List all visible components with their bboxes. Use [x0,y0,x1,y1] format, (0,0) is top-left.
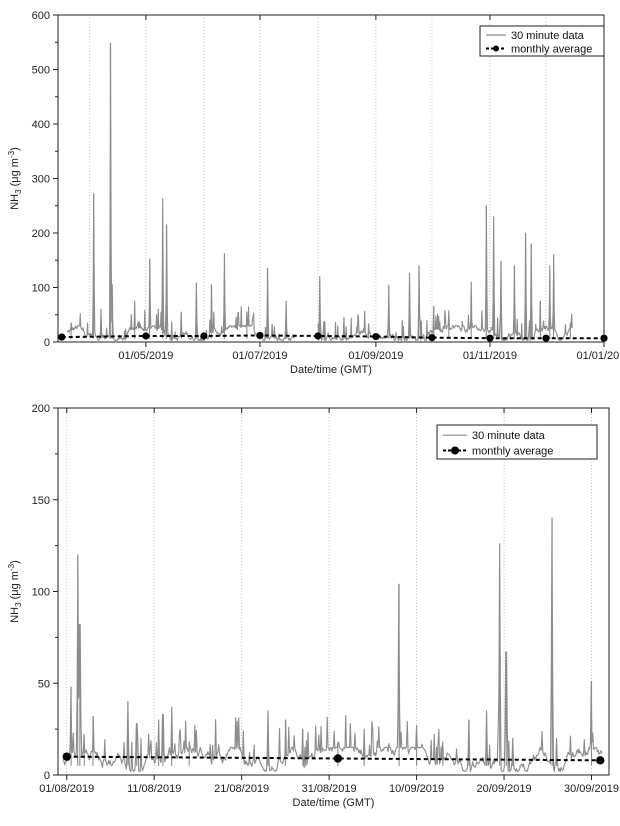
monthly-average-point [62,752,71,761]
series-30min-line [62,517,603,772]
y-tick-label: 200 [32,403,50,415]
series-monthly-average-line [66,755,601,762]
x-tick-label: 01/08/2019 [39,783,94,795]
legend-label-monthly: monthly average [472,446,553,458]
y-axis-label-part: 3 [14,602,23,607]
y-axis-label-part: (μg m [9,158,21,189]
series-30min-line [66,42,573,341]
y-axis-label-part: -3 [7,563,16,571]
y-axis-label-part: (μg m [9,571,21,602]
x-tick-label: 01/01/2020 [576,350,620,362]
legend-box [436,424,598,460]
y-tick-label: 400 [32,119,50,131]
legend: 30 minute data monthly average [436,424,598,460]
legend-label-monthly: monthly average [511,44,592,56]
monthly-average-point [58,333,66,341]
monthly-average-point [333,754,343,763]
y-axis-label-part: NH [9,194,21,210]
x-tick-label: 01/07/2019 [232,350,287,362]
x-tick-label: 21/08/2019 [214,783,269,795]
y-tick-label: 50 [38,678,50,690]
legend-marker-monthly [451,446,459,455]
x-tick-label: 01/11/2019 [463,350,517,362]
legend-box [479,25,605,57]
y-tick-label: 0 [44,770,50,782]
y-axis-label-part: NH [9,607,21,623]
y-tick-label: 300 [32,174,50,186]
monthly-average-point [596,756,605,765]
monthly-average-point [542,334,550,342]
y-axis-label-part: 3 [14,189,23,194]
chart-top: 0 100 200 300 400 500 600 01/05/2019 01/07/2019 0… [7,10,620,376]
y-tick-label: 600 [32,10,50,22]
monthly-average-point [372,332,380,341]
monthly-average-point [486,334,494,342]
y-tick-label: 100 [32,283,50,295]
monthly-average-point [200,332,208,340]
legend-label-30min: 30 minute data [472,430,546,442]
legend: 30 minute data monthly average [479,25,605,57]
x-axis-label: Date/time (GMT) [293,797,375,809]
y-tick-label: 150 [32,495,50,507]
plot-frame [57,14,605,343]
monthly-average-point [428,334,436,342]
x-tick-label: 01/05/2019 [118,350,173,362]
y-tick-label: 100 [32,587,50,599]
x-tick-label: 10/09/2019 [389,783,444,795]
x-tick-label: 30/09/2019 [564,783,619,795]
y-tick-label: 0 [44,337,50,349]
y-axis-label: NH3 (μg m-3) [7,560,23,623]
chart-bottom: 0 50 100 150 200 01/08/2019 11/08/2019 21/08/20… [7,403,619,809]
y-tick-label: 500 [32,65,50,77]
y-axis-label-part: -3 [7,150,16,158]
y-axis-label-part: ) [9,560,21,564]
legend-label-30min: 30 minute data [511,30,585,42]
monthly-average-point [142,332,150,340]
x-tick-label: 11/08/2019 [127,783,181,795]
y-tick-label: 200 [32,228,50,240]
legend-marker-monthly [493,45,499,52]
plot-frame [57,407,610,776]
y-axis-label-part: ) [9,147,21,151]
x-tick-label: 01/09/2019 [348,350,403,362]
x-tick-label: 31/08/2019 [302,783,357,795]
series-monthly-average-line [61,334,604,340]
x-tick-label: 20/09/2019 [477,783,532,795]
monthly-average-point [314,332,322,340]
monthly-average-point [256,331,264,340]
x-axis-label: Date/time (GMT) [290,364,372,376]
y-axis-label: NH3 (μg m-3) [7,147,23,210]
